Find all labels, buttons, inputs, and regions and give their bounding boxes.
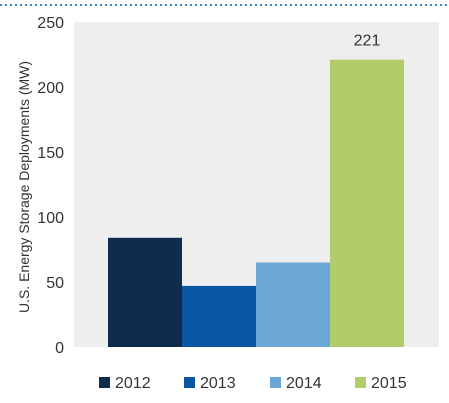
legend-label-2012: 2012 (115, 375, 151, 392)
legend-label-2013: 2013 (200, 375, 236, 392)
legend-label-2014: 2014 (286, 375, 322, 392)
y-axis-ticks: 0 50 100 150 200 250 (37, 15, 64, 357)
y-tick-label: 50 (46, 275, 64, 292)
legend-swatch-2015 (355, 377, 366, 388)
legend: 2012 2013 2014 2015 (99, 375, 407, 392)
y-tick-label: 200 (37, 80, 64, 97)
legend-swatch-2013 (184, 377, 195, 388)
y-tick-label: 150 (37, 145, 64, 162)
data-labels: 221 (354, 33, 381, 50)
bar-2013 (182, 285, 256, 347)
legend-label-2015: 2015 (371, 375, 407, 392)
y-axis-title: U.S. Energy Storage Deployments (MW) (16, 61, 32, 313)
bar-2015 (330, 59, 404, 347)
y-tick-label: 100 (37, 210, 64, 227)
data-label-2015: 221 (354, 33, 381, 50)
bar-2014 (256, 262, 330, 347)
legend-swatch-2014 (270, 377, 281, 388)
bars (108, 59, 404, 347)
y-tick-label: 0 (55, 340, 64, 357)
y-tick-label: 250 (37, 15, 64, 32)
bar-2012 (108, 237, 182, 347)
legend-swatch-2012 (99, 377, 110, 388)
